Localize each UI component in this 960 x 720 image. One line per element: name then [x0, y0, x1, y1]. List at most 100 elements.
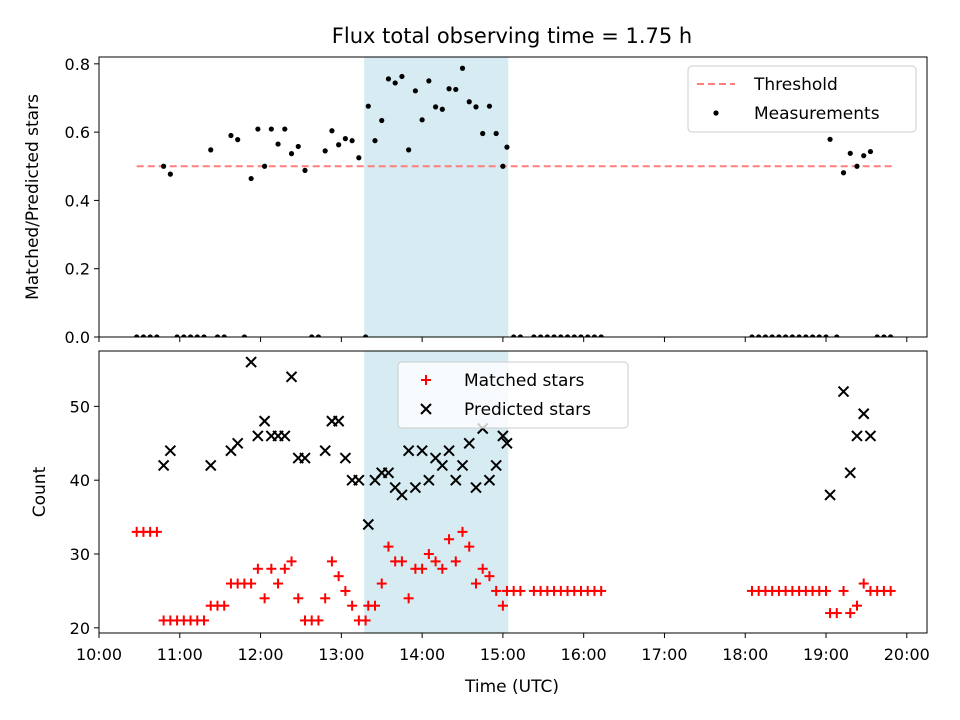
- predicted-point-45-b: [851, 430, 863, 442]
- measurement-point-19: [262, 163, 268, 169]
- matched-point-91: [885, 585, 896, 596]
- matched-point-30: [333, 571, 344, 582]
- legend-matched-label: Matched stars: [464, 371, 584, 391]
- y-tick-label: 0.0: [65, 328, 90, 347]
- predicted-point-31: [436, 459, 449, 472]
- measurement-point-7: [181, 334, 187, 337]
- matched-point-23: [286, 556, 297, 567]
- measurement-point-41: [406, 147, 412, 153]
- measurement-point-25: [302, 167, 308, 173]
- matched-point-51: [470, 578, 481, 589]
- matched-point-34: [360, 615, 371, 626]
- measurement-point-74: [776, 334, 782, 337]
- predicted-point-31-b: [436, 459, 449, 472]
- predicted-point-29-b: [423, 474, 435, 486]
- measurement-point-9: [194, 334, 200, 337]
- measurement-point-82: [827, 136, 833, 142]
- x-tick-label: 20:00: [884, 645, 930, 664]
- measurement-point-54: [493, 130, 499, 137]
- measurement-point-11: [208, 147, 214, 153]
- predicted-point-41-b: [501, 437, 513, 449]
- measurement-point-61: [544, 334, 550, 337]
- measurement-point-47: [446, 86, 452, 92]
- measurement-point-84: [840, 170, 847, 176]
- predicted-point-27: [409, 481, 422, 494]
- measurement-point-66: [578, 334, 584, 337]
- measurement-point-79: [809, 334, 816, 337]
- x-tick-label: 15:00: [480, 645, 526, 664]
- measurement-point-43: [419, 117, 425, 123]
- x-tick-label: 13:00: [318, 645, 364, 664]
- predicted-point-45: [851, 430, 863, 442]
- predicted-point-41: [501, 437, 513, 449]
- predicted-point-10-b: [279, 430, 291, 442]
- predicted-point-20: [362, 518, 374, 531]
- predicted-point-35-b: [463, 437, 475, 449]
- matched-point-29: [326, 556, 337, 567]
- measurement-point-21: [275, 141, 281, 147]
- measurement-point-67: [585, 334, 591, 337]
- measurement-point-26: [309, 334, 315, 337]
- predicted-point-7: [258, 415, 271, 427]
- y-tick-label: 0.6: [65, 123, 90, 142]
- measurement-point-50: [466, 99, 472, 105]
- predicted-point-46-b: [858, 408, 870, 420]
- measurement-point-83: [834, 334, 840, 337]
- predicted-point-23-b: [382, 467, 395, 479]
- predicted-point-26: [402, 444, 415, 457]
- predicted-point-14: [319, 444, 331, 457]
- matched-point-87: [858, 578, 869, 589]
- measurement-point-30: [336, 142, 342, 148]
- matched-point-81: [821, 585, 832, 596]
- matched-point-46: [437, 563, 448, 574]
- measurement-point-48: [453, 86, 459, 93]
- measurement-point-78: [803, 334, 809, 337]
- predicted-point-6-b: [252, 430, 264, 442]
- predicted-point-28: [416, 444, 428, 457]
- matched-point-10: [199, 615, 210, 626]
- measurement-point-29: [329, 128, 335, 134]
- measurement-point-64: [564, 334, 571, 337]
- shaded-interval: [364, 57, 509, 337]
- predicted-point-23: [382, 467, 395, 479]
- predicted-point-42-b: [824, 489, 836, 501]
- matched-point-69: [596, 585, 607, 596]
- measurement-point-2: [147, 334, 153, 337]
- predicted-point-29: [423, 474, 435, 486]
- predicted-point-47-b: [864, 430, 877, 442]
- measurement-point-86: [854, 163, 860, 169]
- predicted-point-17: [339, 452, 352, 464]
- matched-point-55: [497, 600, 508, 611]
- measurement-point-57: [511, 334, 517, 337]
- measurement-point-58: [517, 334, 524, 337]
- y-tick-label: 50: [70, 397, 90, 416]
- predicted-point-33: [450, 474, 462, 486]
- predicted-point-42: [824, 489, 836, 501]
- x-tick-label: 16:00: [561, 645, 607, 664]
- matched-point-41: [403, 593, 414, 604]
- predicted-point-36: [470, 481, 482, 494]
- matched-point-54: [491, 585, 502, 596]
- legend-measurements-swatch: [713, 110, 719, 116]
- predicted-point-4: [231, 437, 244, 449]
- measurement-point-37: [379, 117, 385, 124]
- measurement-point-72: [762, 334, 769, 337]
- measurement-point-8: [187, 334, 194, 337]
- measurement-point-33: [356, 155, 362, 161]
- x-tick-label: 17:00: [641, 645, 687, 664]
- measurement-point-68: [591, 334, 598, 337]
- legend: Matched stars Predicted stars: [397, 361, 629, 429]
- matched-point-27: [313, 615, 324, 626]
- predicted-point-16-b: [332, 415, 345, 427]
- matched-point-45: [430, 556, 441, 567]
- matched-point-86: [851, 600, 862, 611]
- predicted-point-25: [396, 489, 408, 501]
- predicted-point-1-b: [164, 444, 177, 457]
- predicted-point-5-b: [245, 356, 257, 368]
- predicted-point-47: [864, 430, 877, 442]
- legend-measurements-label: Measurements: [754, 104, 880, 124]
- predicted-point-46: [858, 408, 870, 420]
- measurement-point-52: [480, 130, 486, 137]
- measurement-point-6: [174, 334, 180, 337]
- measurement-point-4: [161, 163, 167, 169]
